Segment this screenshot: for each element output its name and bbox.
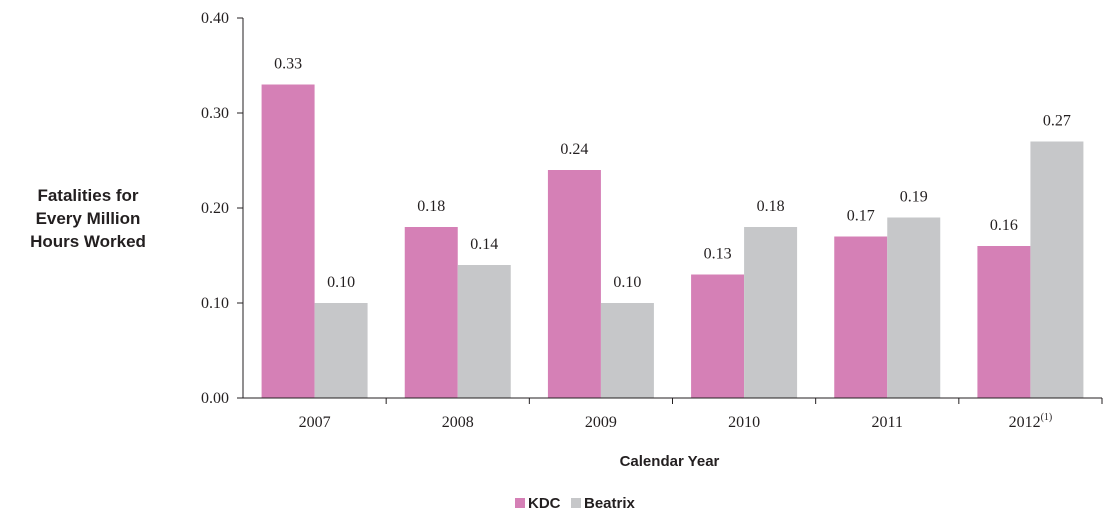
- bar-beatrix-2009: [600, 303, 654, 398]
- data-label-kdc-2009: 0.24: [560, 141, 588, 158]
- bar-kdc-2010: [691, 274, 745, 398]
- legend-label-kdc: KDC: [528, 495, 561, 512]
- y-axis-title-line: Fatalities for: [37, 186, 138, 205]
- data-label-kdc-2008: 0.18: [417, 198, 445, 215]
- legend-swatch-beatrix: [571, 498, 581, 508]
- x-tick-label: 2011: [872, 414, 903, 431]
- y-axis-title-line: Hours Worked: [30, 232, 146, 251]
- legend-label-beatrix: Beatrix: [584, 495, 636, 512]
- value-labels: 0.33 0.10 0.18 0.14 0.24 0.10 0.13 0.18 0.17 0.19…: [274, 56, 1071, 292]
- data-label-beatrix-2012: 0.27: [1043, 113, 1071, 130]
- x-axis-categories: 2007 2008 2009 2010 2011 2012(1): [299, 398, 1103, 431]
- bar-kdc-2008: [404, 227, 458, 398]
- y-axis-title: Fatalities for Every Million Hours Worked: [30, 186, 146, 251]
- data-label-beatrix-2007: 0.10: [327, 274, 355, 291]
- bars: [261, 84, 1084, 398]
- bar-beatrix-2008: [457, 265, 511, 398]
- y-axis-ticks: 0.00 0.10 0.20 0.30 0.40: [201, 10, 243, 407]
- bar-kdc-2007: [261, 84, 315, 398]
- data-label-beatrix-2010: 0.18: [757, 198, 785, 215]
- y-tick-label: 0.40: [201, 10, 229, 27]
- data-label-kdc-2007: 0.33: [274, 56, 302, 73]
- bar-kdc-2012: [977, 246, 1031, 398]
- bar-beatrix-2007: [314, 303, 368, 398]
- y-tick-label: 0.00: [201, 390, 229, 407]
- bar-kdc-2011: [834, 236, 888, 398]
- data-label-beatrix-2011: 0.19: [900, 189, 928, 206]
- legend-swatch-kdc: [515, 498, 525, 508]
- data-label-kdc-2010: 0.13: [704, 246, 732, 263]
- data-label-beatrix-2008: 0.14: [470, 236, 498, 253]
- y-tick-label: 0.20: [201, 200, 229, 217]
- y-tick-label: 0.30: [201, 105, 229, 122]
- y-axis-title-line: Every Million: [36, 209, 141, 228]
- x-tick-label: 2009: [585, 414, 617, 431]
- bar-beatrix-2011: [887, 217, 941, 398]
- bar-beatrix-2010: [744, 227, 798, 398]
- bar-beatrix-2012: [1030, 141, 1084, 398]
- legend: KDC Beatrix: [515, 495, 636, 512]
- data-label-beatrix-2009: 0.10: [613, 274, 641, 291]
- data-label-kdc-2012: 0.16: [990, 217, 1018, 234]
- x-tick-label: 2007: [299, 414, 331, 431]
- data-label-kdc-2011: 0.17: [847, 208, 875, 225]
- x-tick-label: 2008: [442, 414, 474, 431]
- x-tick-label: 2010: [728, 414, 760, 431]
- bar-kdc-2009: [547, 170, 601, 398]
- y-tick-label: 0.10: [201, 295, 229, 312]
- x-axis-title: Calendar Year: [620, 453, 720, 470]
- x-tick-label: 2012(1): [1009, 412, 1053, 431]
